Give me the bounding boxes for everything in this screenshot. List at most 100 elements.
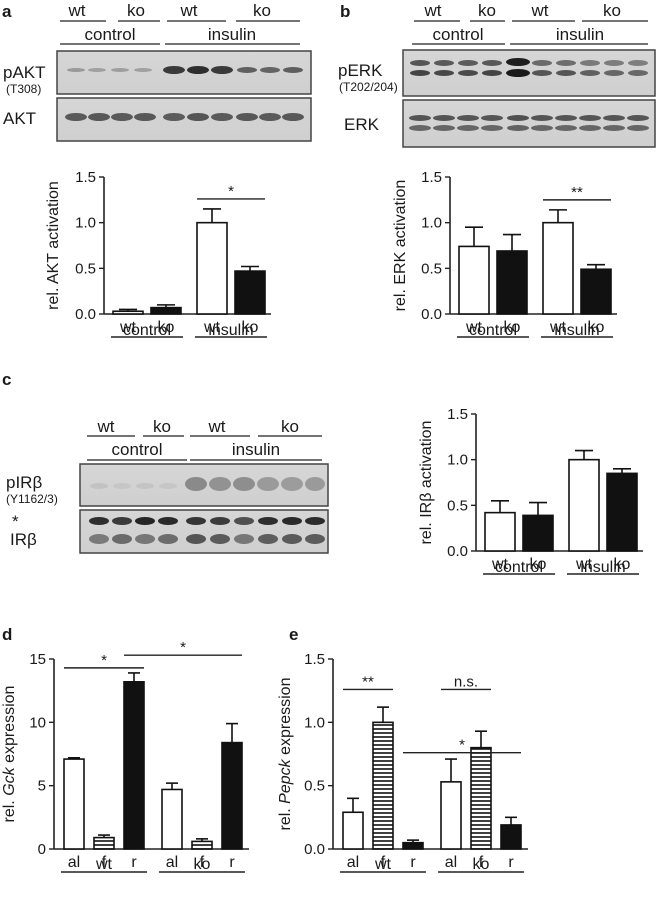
panel-letter-d: d <box>2 625 12 644</box>
category-label: wt <box>119 319 137 336</box>
y-tick-label: 0.0 <box>421 306 442 323</box>
y-tick-label: 0.0 <box>75 306 96 323</box>
bar <box>191 840 213 850</box>
blot-a-group-insulin: insulin <box>208 25 256 44</box>
blot-panel-b: b wt ko wt ko control insulin pERK (T202… <box>338 1 656 148</box>
y-tick-label: 1.5 <box>421 169 442 186</box>
significance-label: * <box>180 639 186 656</box>
blot-a-label-ko-control: ko <box>127 1 145 20</box>
bar <box>161 788 183 850</box>
panel-letter-e: e <box>289 625 298 644</box>
y-axis-label: rel. Gck expression <box>1 686 18 823</box>
group-label: control <box>495 559 543 576</box>
blot-c-membrane-2 <box>79 509 329 554</box>
category-label: r <box>410 854 416 871</box>
blot-c-label-wt-insulin: wt <box>208 417 226 436</box>
bar <box>484 511 516 552</box>
blot-b-label-ko-insulin: ko <box>603 1 621 20</box>
bar <box>112 310 144 315</box>
y-axis-label-suffix: expression <box>277 678 294 760</box>
bar <box>150 306 182 315</box>
blot-c-row2-mark: * <box>12 512 19 531</box>
y-tick-label: 0.5 <box>304 778 325 795</box>
bar <box>542 221 574 315</box>
blot-b-row1-sub: (T202/204) <box>339 80 398 94</box>
bar <box>470 746 492 850</box>
category-label: ko <box>158 319 175 336</box>
category-label: ko <box>614 556 631 573</box>
blot-panel-c: c wt ko wt ko control insulin pIRβ (Y116… <box>2 370 329 554</box>
significance-label: ** <box>571 184 583 201</box>
blot-c-label-wt-control: wt <box>97 417 115 436</box>
blot-a-group-control: control <box>84 25 135 44</box>
y-tick-label: 0.5 <box>447 497 468 514</box>
y-tick-label: 1.0 <box>421 215 442 232</box>
blot-b-label-ko-control: ko <box>478 1 496 20</box>
bar <box>372 721 394 850</box>
bar <box>93 836 115 850</box>
category-label: f <box>381 854 386 871</box>
blot-a-header-lines <box>60 20 300 45</box>
y-tick-label: 0.5 <box>421 260 442 277</box>
blot-b-label-wt-control: wt <box>424 1 442 20</box>
significance-label: * <box>101 652 107 669</box>
group-label: wt <box>95 856 113 873</box>
y-axis-label: rel. ERK activation <box>392 180 409 312</box>
blot-c-row1-sub: (Y1162/3) <box>6 492 58 506</box>
bar <box>500 824 522 850</box>
blot-b-group-insulin: insulin <box>556 25 604 44</box>
category-label: f <box>102 854 107 871</box>
y-tick-label: 1.5 <box>447 406 468 423</box>
chart-gck-expression: 0 5 10 15 rel. Gck expression al f r al f r wt ko * * <box>1 639 249 873</box>
category-label: f <box>479 854 484 871</box>
y-axis-label: rel. AKT activation <box>45 181 62 310</box>
group-label: control <box>123 322 171 339</box>
category-label: r <box>131 854 137 871</box>
bar <box>522 514 554 552</box>
category-label: wt <box>465 319 483 336</box>
y-axis-label: rel. IRβ activation <box>418 421 435 545</box>
y-tick-label: 0.0 <box>447 543 468 560</box>
y-tick-label: 1.5 <box>304 651 325 668</box>
bar <box>606 472 638 552</box>
blot-b-row1-label: pERK <box>338 61 383 80</box>
blot-c-row2-label: IRβ <box>10 530 37 549</box>
bar <box>440 781 462 850</box>
blot-b-membrane-2 <box>402 99 656 148</box>
significance-label: n.s. <box>454 673 478 690</box>
y-axis-label: rel. Pepck expression <box>277 678 294 831</box>
chart-pepck-expression: 0.0 0.5 1.0 1.5 rel. Pepck expression al f r al f… <box>277 651 528 873</box>
category-label: ko <box>504 319 521 336</box>
blot-b-label-wt-insulin: wt <box>531 1 549 20</box>
blot-c-group-control: control <box>111 440 162 459</box>
y-tick-label: 15 <box>29 651 46 668</box>
group-label: wt <box>374 856 392 873</box>
blot-panel-a: a wt ko wt ko control insulin pAKT (T308… <box>2 1 312 142</box>
bar <box>568 458 600 552</box>
category-label: wt <box>203 319 221 336</box>
bar <box>342 811 364 850</box>
blot-c-bands <box>89 477 325 544</box>
y-axis-label-gene: Gck <box>1 766 18 795</box>
panel-letter-c: c <box>2 370 11 389</box>
blot-b-row2-label: ERK <box>344 115 380 134</box>
blot-a-bands <box>65 66 304 121</box>
group-label: insulin <box>580 559 625 576</box>
group-label: control <box>469 322 517 339</box>
y-tick-label: 0.0 <box>304 841 325 858</box>
category-label: al <box>445 854 457 871</box>
group-label: ko <box>473 856 490 873</box>
category-label: ko <box>242 319 259 336</box>
blot-c-label-ko-control: ko <box>153 417 171 436</box>
y-tick-label: 1.0 <box>447 452 468 469</box>
y-axis-label-prefix: rel. <box>277 804 294 831</box>
group-label: insulin <box>554 322 599 339</box>
bar <box>234 270 266 315</box>
y-axis-label-suffix: expression <box>1 686 18 768</box>
category-label: wt <box>549 319 567 336</box>
y-axis-label-prefix: rel. <box>1 796 18 823</box>
significance-label: * <box>459 737 465 754</box>
